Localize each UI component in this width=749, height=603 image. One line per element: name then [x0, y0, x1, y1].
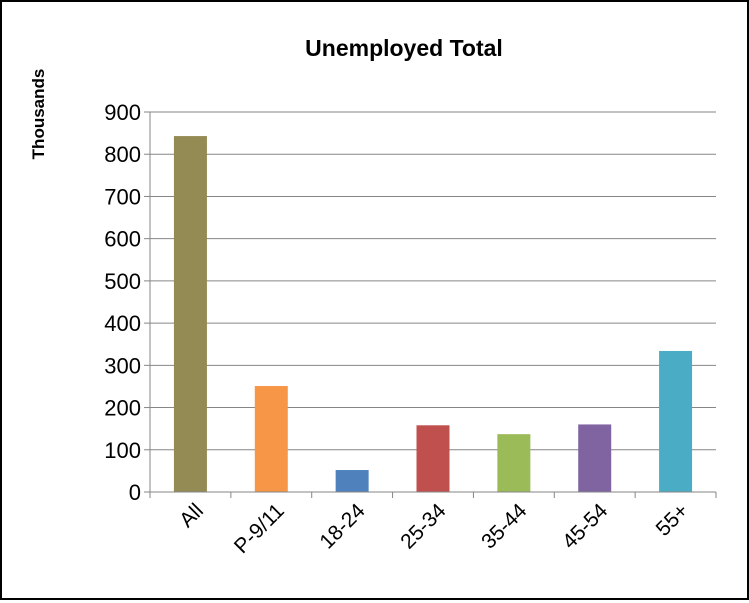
y-tick-label: 500	[104, 269, 141, 294]
y-tick-labels: 0 100 200 300 400 500 600 700 800 900	[104, 100, 141, 505]
x-tick-labels: All P-9/11 18-24 25-34 35-44 45-54 55+	[175, 499, 693, 558]
bar	[659, 350, 693, 492]
bar	[173, 136, 207, 493]
axes	[149, 112, 717, 498]
bar	[335, 470, 369, 492]
y-tick-label: 0	[129, 480, 141, 505]
x-tick-label: 35-44	[477, 499, 531, 553]
gridlines	[144, 111, 716, 493]
chart-title: Unemployed Total	[305, 35, 503, 61]
y-tick-label: 600	[104, 227, 141, 252]
y-tick-label: 100	[104, 438, 141, 463]
y-tick-label: 200	[104, 396, 141, 421]
y-tick-label: 300	[104, 353, 141, 378]
x-tick-label: 55+	[652, 499, 693, 540]
x-tick-label: 25-34	[396, 499, 450, 553]
y-tick-label: 900	[104, 100, 141, 125]
x-tick-label: P-9/11	[230, 499, 289, 558]
x-tick-label: All	[175, 499, 208, 532]
x-tick-label: 18-24	[315, 499, 369, 553]
y-tick-label: 800	[104, 142, 141, 167]
bar	[578, 424, 612, 492]
bar	[497, 434, 531, 492]
bar	[254, 386, 288, 492]
bars	[173, 136, 693, 493]
x-tick-label: 45-54	[558, 499, 612, 553]
bar	[416, 425, 450, 492]
y-tick-label: 700	[104, 184, 141, 209]
y-axis-label: Thousands	[29, 69, 48, 160]
y-tick-label: 400	[104, 311, 141, 336]
